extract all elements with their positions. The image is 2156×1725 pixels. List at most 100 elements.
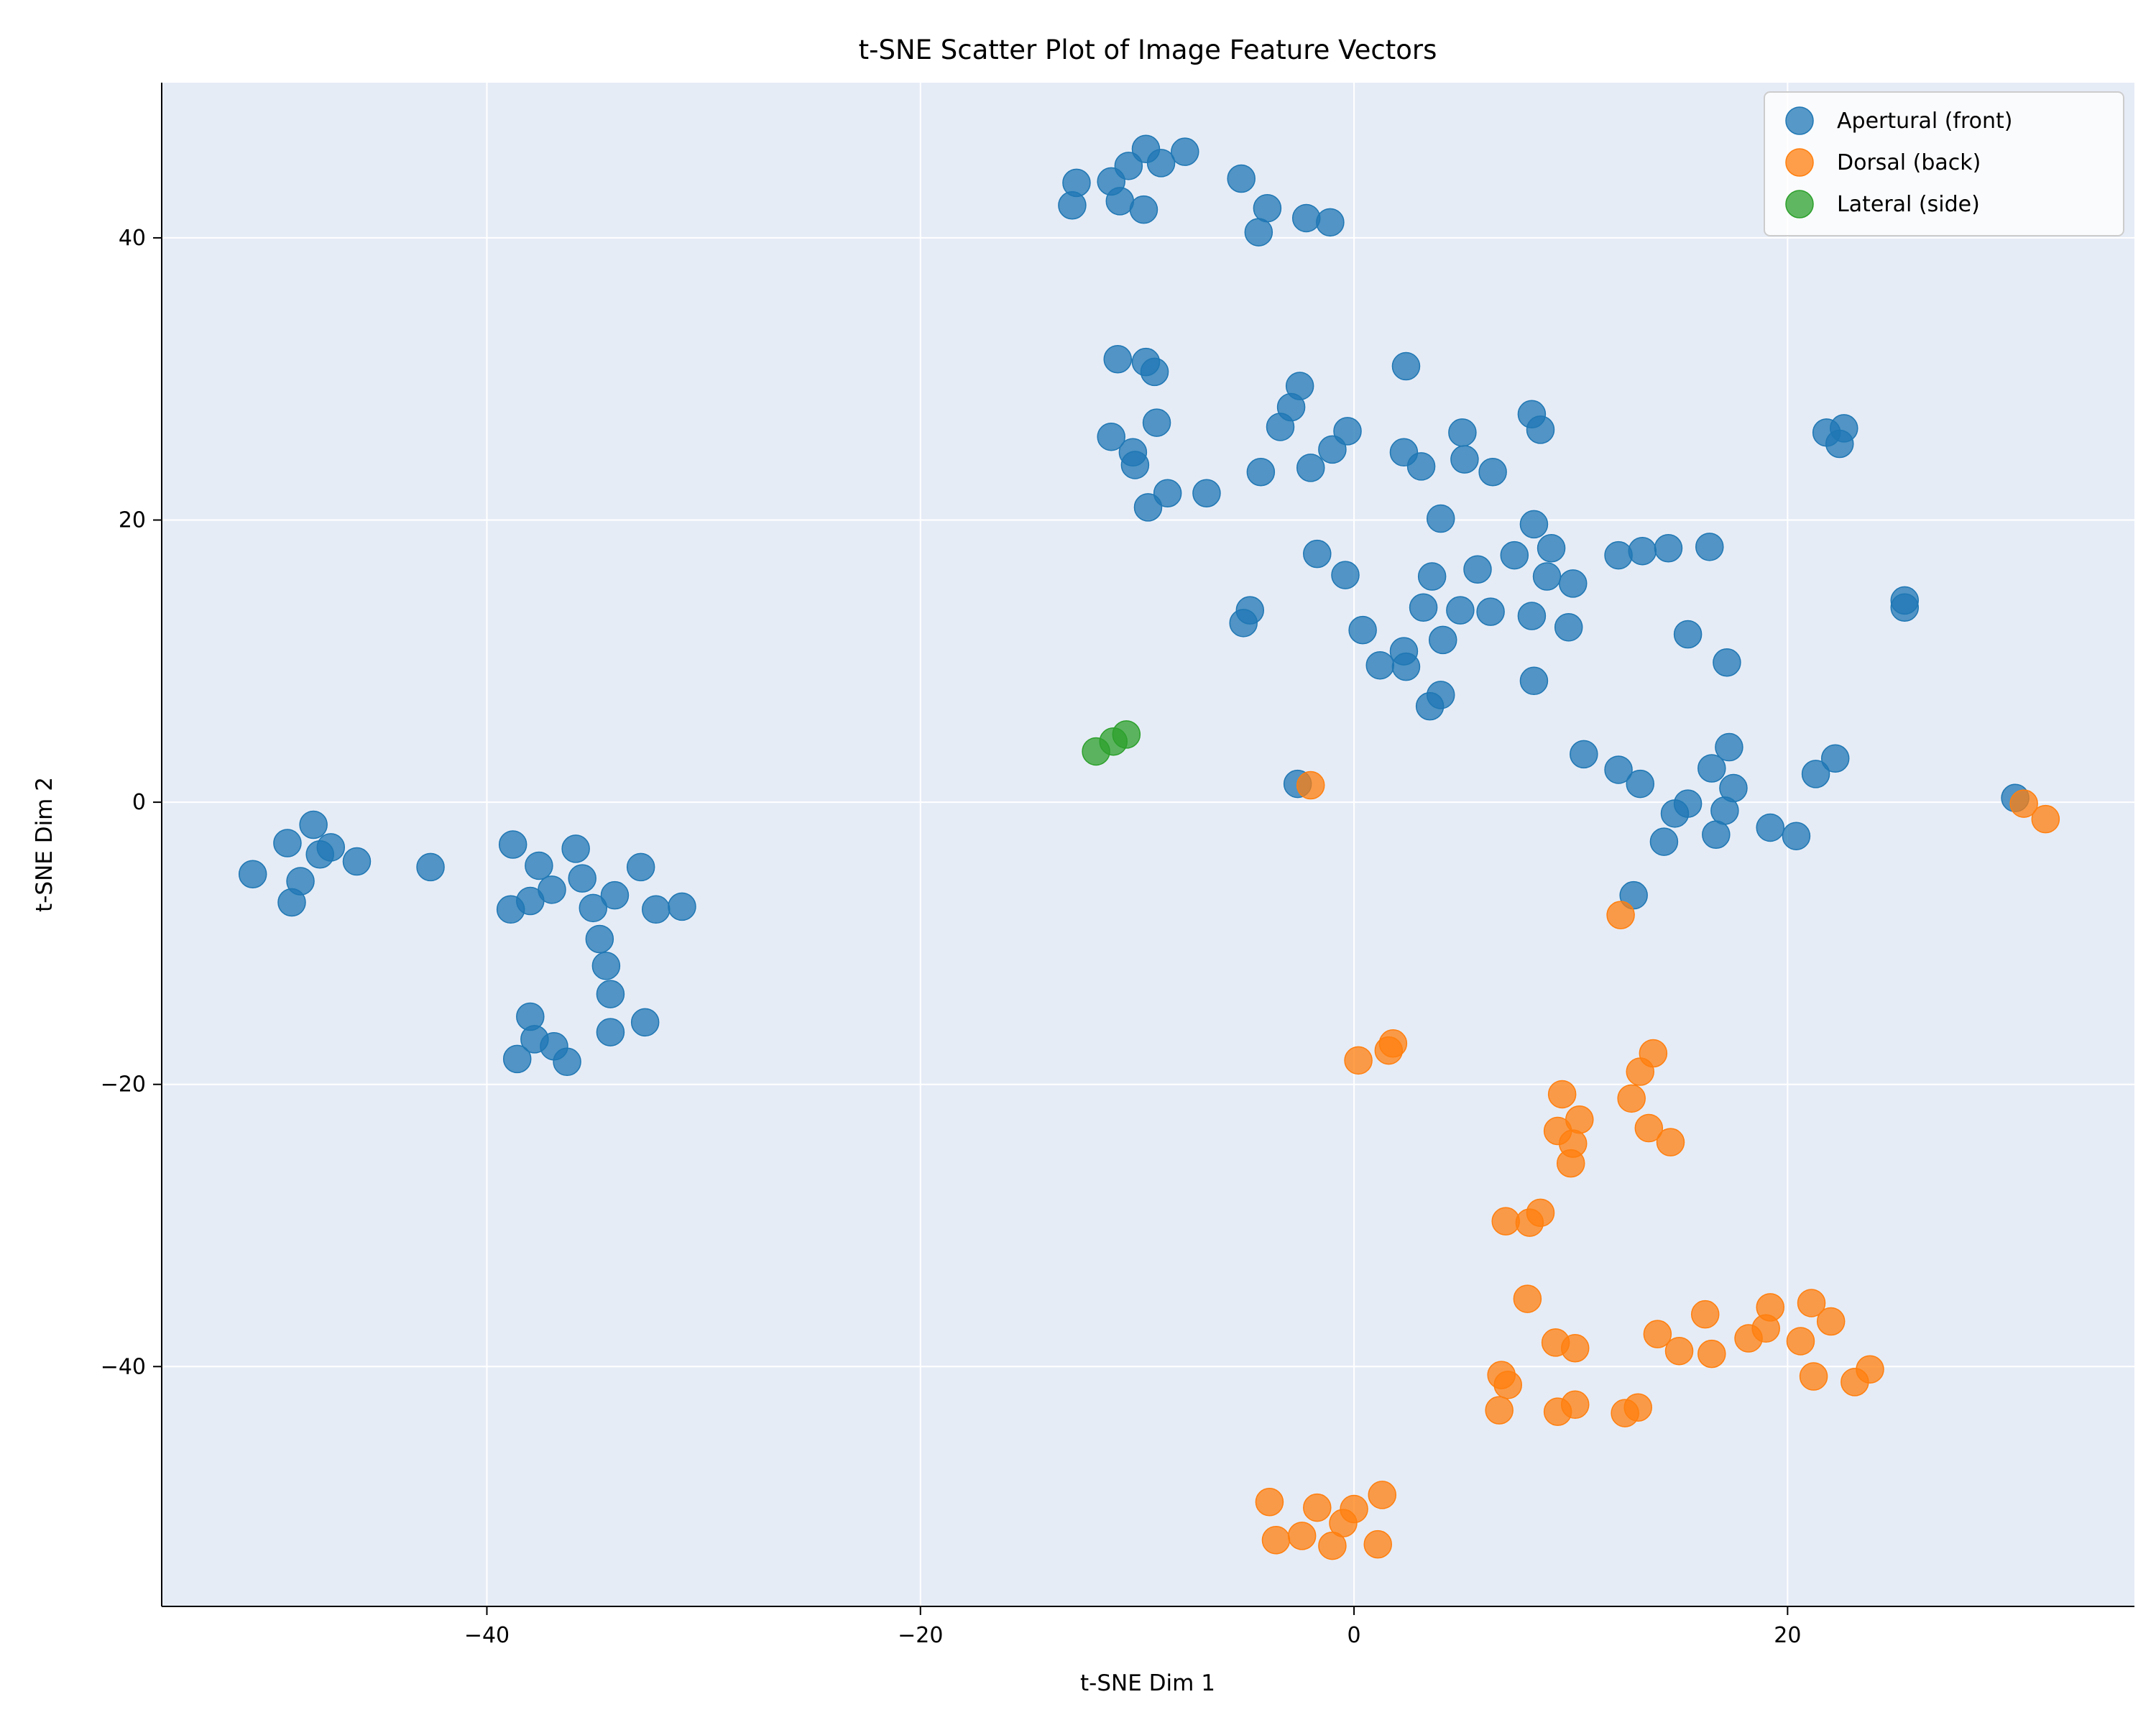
data-point bbox=[1368, 1481, 1397, 1509]
legend: Apertural (front) Dorsal (back) Lateral (s… bbox=[1764, 91, 2124, 236]
data-point bbox=[1246, 458, 1276, 487]
data-point bbox=[553, 1047, 581, 1077]
data-point bbox=[342, 847, 372, 876]
data-point bbox=[1554, 612, 1583, 642]
data-point bbox=[1690, 1300, 1720, 1329]
data-point bbox=[1235, 596, 1265, 625]
data-point bbox=[668, 892, 696, 921]
y-tick-label: 40 bbox=[119, 226, 146, 251]
data-point bbox=[1558, 569, 1588, 598]
plot-background bbox=[162, 83, 2134, 1606]
series-points bbox=[1082, 720, 1141, 766]
data-point bbox=[1799, 1362, 1828, 1391]
data-point bbox=[1560, 1334, 1590, 1363]
x-axis-label: t-SNE Dim 1 bbox=[1080, 1670, 1215, 1696]
series-points bbox=[1255, 770, 2060, 1560]
data-point bbox=[1142, 408, 1171, 437]
data-point bbox=[1491, 1207, 1520, 1236]
x-tick-label: −40 bbox=[464, 1623, 510, 1648]
data-point bbox=[286, 867, 315, 896]
data-point bbox=[1296, 770, 1325, 800]
data-point bbox=[1639, 1039, 1668, 1068]
data-point bbox=[502, 1044, 532, 1074]
data-point bbox=[1617, 1084, 1646, 1113]
data-point bbox=[1103, 344, 1133, 374]
data-point bbox=[1485, 1396, 1514, 1425]
data-point bbox=[1519, 510, 1549, 539]
data-point bbox=[1556, 1149, 1585, 1178]
data-point bbox=[630, 1008, 660, 1037]
data-point bbox=[1192, 479, 1221, 507]
data-point bbox=[1478, 458, 1507, 487]
y-axis-label: t-SNE Dim 2 bbox=[32, 777, 57, 912]
data-point bbox=[1715, 732, 1743, 762]
x-tick-label: 0 bbox=[1348, 1623, 1361, 1648]
data-point bbox=[1463, 555, 1492, 584]
data-point bbox=[600, 880, 630, 910]
legend-marker bbox=[1785, 106, 1814, 135]
data-point bbox=[1697, 1339, 1726, 1368]
data-point bbox=[1547, 1080, 1577, 1109]
data-point bbox=[1406, 452, 1436, 481]
data-point bbox=[1606, 901, 1635, 929]
data-point bbox=[1604, 755, 1633, 784]
data-point bbox=[1500, 540, 1529, 570]
data-point bbox=[568, 864, 596, 893]
data-point bbox=[1391, 652, 1421, 681]
data-point bbox=[1365, 650, 1395, 680]
data-point bbox=[1649, 827, 1679, 856]
x-ticks: −40 −20 0 20 bbox=[464, 1606, 1801, 1648]
data-point bbox=[1450, 445, 1479, 474]
y-ticks: −40 −20 0 20 40 bbox=[101, 226, 162, 1379]
data-point bbox=[1340, 1494, 1368, 1524]
data-point bbox=[1114, 152, 1143, 180]
data-point bbox=[1526, 1198, 1555, 1228]
data-point bbox=[1801, 760, 1830, 788]
data-point bbox=[1244, 218, 1273, 247]
data-point bbox=[1417, 562, 1447, 591]
data-point bbox=[1476, 597, 1505, 626]
data-point bbox=[1643, 1320, 1672, 1348]
data-point bbox=[1526, 415, 1555, 444]
data-point bbox=[1673, 620, 1703, 649]
data-point bbox=[416, 852, 445, 882]
data-point bbox=[1227, 164, 1256, 193]
data-point bbox=[1285, 372, 1314, 400]
data-point bbox=[1112, 720, 1141, 749]
data-point bbox=[2009, 789, 2038, 818]
data-point bbox=[1140, 357, 1169, 387]
data-point bbox=[273, 829, 302, 857]
data-point bbox=[1303, 539, 1332, 569]
data-point bbox=[1713, 648, 1741, 677]
data-point bbox=[1409, 593, 1438, 622]
data-point bbox=[1105, 187, 1135, 216]
data-point bbox=[596, 1018, 625, 1046]
data-point bbox=[1797, 1289, 1826, 1317]
data-point bbox=[1316, 208, 1345, 237]
data-point bbox=[1261, 1525, 1291, 1555]
data-point bbox=[1654, 534, 1683, 563]
data-point bbox=[1363, 1530, 1392, 1559]
series-points bbox=[238, 134, 2030, 1077]
plot-area: −40 −20 0 20 −40 −20 0 20 40 bbox=[101, 83, 2134, 1648]
data-point bbox=[1493, 1371, 1522, 1399]
y-tick-label: 20 bbox=[119, 508, 146, 533]
data-point bbox=[1378, 1029, 1408, 1058]
y-tick-label: −40 bbox=[101, 1354, 146, 1379]
data-point bbox=[238, 860, 267, 888]
data-point bbox=[1604, 540, 1633, 570]
x-tick-label: −20 bbox=[898, 1623, 943, 1648]
data-point bbox=[626, 852, 655, 882]
data-point bbox=[1331, 561, 1360, 589]
data-point bbox=[1448, 418, 1477, 447]
data-point bbox=[1702, 820, 1731, 850]
data-point bbox=[1695, 533, 1724, 561]
data-point bbox=[1570, 740, 1598, 769]
data-point bbox=[1428, 625, 1457, 655]
data-point bbox=[1628, 536, 1657, 566]
data-point bbox=[1532, 562, 1562, 591]
data-point bbox=[1153, 479, 1182, 507]
data-point bbox=[1756, 813, 1784, 842]
data-point bbox=[1133, 493, 1163, 522]
data-point bbox=[299, 810, 328, 840]
